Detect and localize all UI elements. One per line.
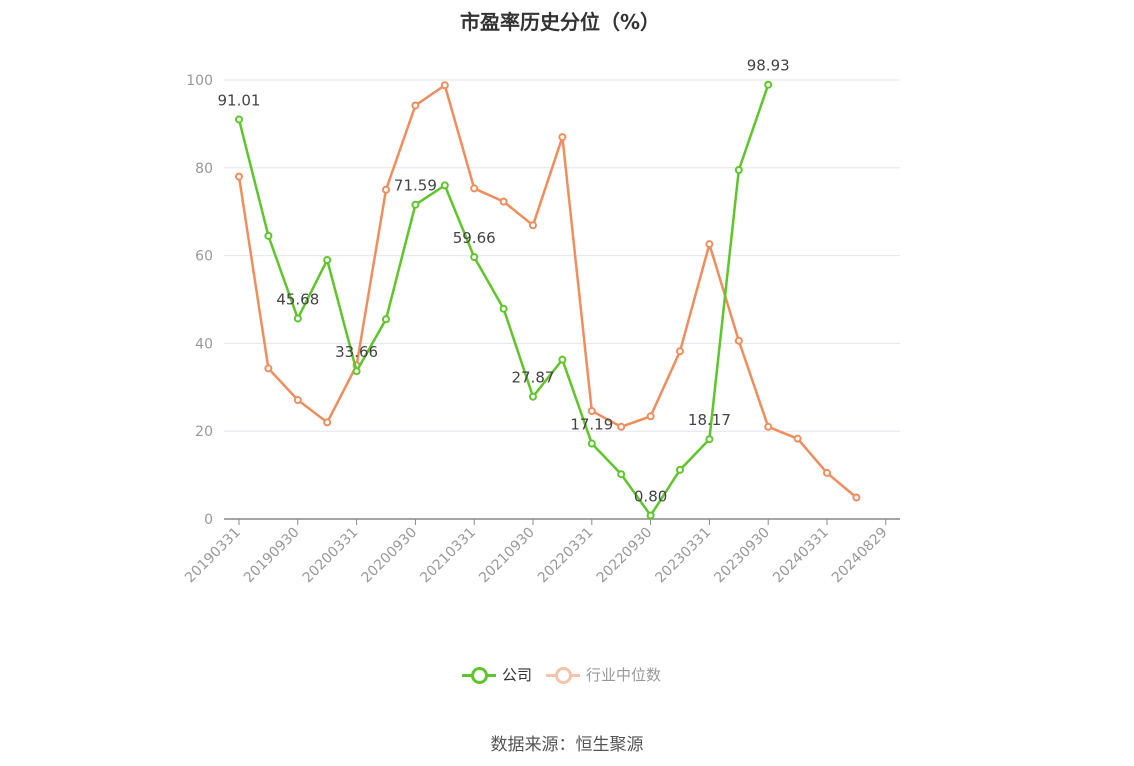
series-1-point[interactable] xyxy=(823,468,831,477)
series-0-point[interactable] xyxy=(470,253,479,262)
series-lines xyxy=(235,80,861,520)
data-label: 71.59 xyxy=(394,177,437,195)
legend-label-industry-median: 行业中位数 xyxy=(586,666,662,684)
chart-title: 市盈率历史分位（%） xyxy=(459,10,661,34)
series-1-point[interactable] xyxy=(382,185,390,194)
series-0-point[interactable] xyxy=(617,470,626,479)
axes: 0 20 40 60 80 100 2019033120190930202003312020… xyxy=(182,73,900,586)
x-tick-label: 20210930 xyxy=(476,525,538,587)
series-1-point[interactable] xyxy=(264,364,273,373)
legend-swatch-company xyxy=(462,666,496,684)
x-tick-label: 20190930 xyxy=(241,525,303,587)
series-1-point[interactable] xyxy=(734,336,743,345)
legend-item-company[interactable]: 公司 xyxy=(462,664,532,685)
legend-swatch-industry-median xyxy=(546,666,581,684)
data-label: 45.68 xyxy=(276,290,319,308)
series-0-point[interactable] xyxy=(264,231,273,240)
x-tick-label: 20210331 xyxy=(417,525,479,587)
series-line-1 xyxy=(237,84,858,499)
series-1-point[interactable] xyxy=(440,81,449,90)
data-label: 91.01 xyxy=(218,91,261,109)
series-1-point[interactable] xyxy=(852,493,861,502)
series-0-point[interactable] xyxy=(764,80,773,89)
series-0-point[interactable] xyxy=(440,181,449,190)
legend: 公司 行业中位数 xyxy=(462,664,675,685)
data-label: 59.66 xyxy=(453,229,496,247)
data-labels: 91.01 45.68 33.66 71.59 59.66 27.87 17.19 0.80 1… xyxy=(218,57,790,506)
series-0-point[interactable] xyxy=(352,367,361,376)
y-tick-label: 20 xyxy=(195,424,213,440)
series-0-point[interactable] xyxy=(734,165,743,174)
series-0-point[interactable] xyxy=(235,115,243,124)
x-tick-label: 20230331 xyxy=(653,525,715,587)
series-1-point[interactable] xyxy=(793,434,802,443)
x-tick-label: 20240829 xyxy=(829,525,891,587)
data-label: 27.87 xyxy=(512,369,555,387)
series-1-point[interactable] xyxy=(323,418,332,427)
x-tick-label: 20220930 xyxy=(594,525,656,587)
series-1-point[interactable] xyxy=(764,422,773,431)
x-tick-label: 20230930 xyxy=(711,525,773,587)
series-0-point[interactable] xyxy=(499,304,508,313)
data-label: 0.80 xyxy=(634,487,667,505)
series-1-point[interactable] xyxy=(470,184,479,193)
series-0-point[interactable] xyxy=(705,435,714,444)
series-0-point[interactable] xyxy=(323,255,332,264)
series-1-point[interactable] xyxy=(235,172,243,181)
x-tick-label: 20200930 xyxy=(359,525,421,587)
series-0-point[interactable] xyxy=(558,355,567,364)
series-0-point[interactable] xyxy=(382,315,390,324)
series-1-point[interactable] xyxy=(617,422,626,431)
x-tick-label: 20220331 xyxy=(535,525,597,587)
series-0-point[interactable] xyxy=(529,392,537,401)
x-tick-label: 20190331 xyxy=(182,525,244,587)
series-0-point[interactable] xyxy=(411,200,420,209)
series-1-point[interactable] xyxy=(676,347,684,356)
source-note: 数据来源：恒生聚源 xyxy=(490,735,644,755)
y-tick-label: 60 xyxy=(195,249,213,265)
series-1-point[interactable] xyxy=(499,197,508,206)
series-1-point[interactable] xyxy=(558,133,567,142)
legend-label-company: 公司 xyxy=(502,666,533,684)
y-tick-label: 0 xyxy=(204,512,213,528)
data-label: 98.93 xyxy=(747,57,790,75)
x-tick-label: 20240331 xyxy=(770,525,832,587)
gridlines xyxy=(224,79,900,432)
series-0-point[interactable] xyxy=(676,465,684,474)
y-tick-label: 40 xyxy=(195,336,213,352)
legend-item-industry-median[interactable]: 行业中位数 xyxy=(546,664,661,685)
data-label: 33.66 xyxy=(335,343,378,361)
series-0-point[interactable] xyxy=(587,439,596,448)
data-label: 17.19 xyxy=(570,416,613,434)
series-0-point[interactable] xyxy=(646,511,655,520)
series-1-point[interactable] xyxy=(529,221,537,230)
y-tick-label: 80 xyxy=(195,161,213,177)
series-1-point[interactable] xyxy=(705,240,714,249)
series-0-point[interactable] xyxy=(293,314,302,323)
series-1-point[interactable] xyxy=(411,101,420,110)
series-1-point[interactable] xyxy=(587,407,596,416)
series-1-point[interactable] xyxy=(646,412,655,421)
data-label: 18.17 xyxy=(688,411,731,429)
series-1-point[interactable] xyxy=(293,396,302,405)
x-tick-label: 20200331 xyxy=(300,525,362,587)
y-tick-label: 100 xyxy=(186,73,213,89)
